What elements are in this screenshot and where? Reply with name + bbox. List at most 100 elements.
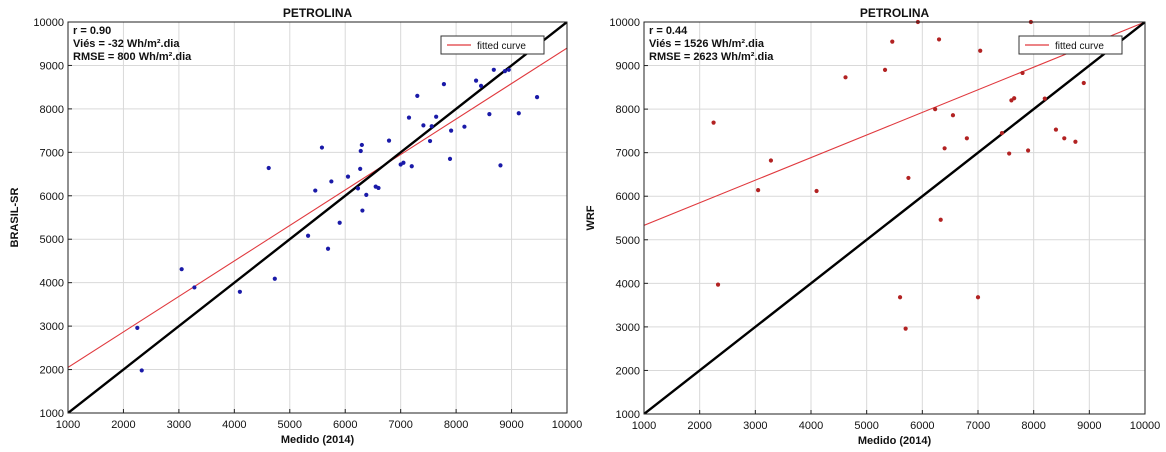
data-point bbox=[358, 148, 363, 154]
data-point bbox=[756, 188, 761, 193]
x-tick-label: 7000 bbox=[966, 420, 990, 432]
data-point bbox=[139, 368, 144, 373]
x-tick-label: 9000 bbox=[499, 419, 523, 431]
y-tick-label: 10000 bbox=[609, 17, 640, 29]
data-point bbox=[491, 67, 496, 72]
data-point bbox=[534, 95, 540, 100]
data-point bbox=[386, 138, 392, 143]
x-tick-label: 1000 bbox=[632, 420, 656, 432]
x-axis-label: Medido (2014) bbox=[858, 435, 932, 447]
stats-annotation: r = 0.90 bbox=[73, 25, 111, 37]
y-tick-label: 8000 bbox=[616, 104, 640, 116]
data-point bbox=[1053, 127, 1059, 132]
data-point bbox=[449, 128, 454, 133]
data-point bbox=[478, 83, 484, 88]
data-point bbox=[506, 67, 511, 72]
data-point bbox=[337, 220, 342, 225]
y-tick-label: 6000 bbox=[40, 191, 64, 203]
data-point bbox=[401, 160, 406, 165]
y-tick-label: 1000 bbox=[616, 409, 640, 421]
data-point bbox=[266, 165, 271, 171]
data-point bbox=[715, 282, 721, 287]
y-tick-label: 9000 bbox=[616, 61, 640, 73]
legend-box bbox=[1018, 35, 1123, 55]
x-tick-label: 3000 bbox=[743, 420, 767, 432]
data-point bbox=[1007, 151, 1012, 156]
x-axis-label: Medido (2014) bbox=[281, 434, 355, 446]
data-point bbox=[376, 185, 381, 191]
legend: fitted curve bbox=[1018, 35, 1123, 55]
data-point bbox=[409, 164, 414, 169]
data-point bbox=[355, 186, 361, 191]
x-tick-label: 5000 bbox=[278, 419, 302, 431]
x-tick-label: 10000 bbox=[552, 419, 583, 431]
y-tick-label: 4000 bbox=[40, 278, 64, 290]
legend: fitted curve bbox=[440, 35, 545, 55]
data-point bbox=[345, 174, 351, 179]
data-point bbox=[364, 192, 369, 198]
data-point bbox=[814, 188, 819, 194]
y-tick-label: 3000 bbox=[616, 322, 640, 334]
data-point bbox=[1062, 136, 1067, 141]
data-point bbox=[1073, 139, 1078, 144]
data-point bbox=[933, 107, 938, 112]
data-point bbox=[434, 114, 439, 119]
x-tick-label: 6000 bbox=[910, 420, 934, 432]
x-tick-label: 8000 bbox=[1021, 420, 1045, 432]
data-point bbox=[950, 113, 956, 118]
data-point bbox=[999, 130, 1005, 136]
chart-title: PETROLINA bbox=[283, 6, 353, 20]
y-tick-label: 2000 bbox=[40, 365, 64, 377]
x-tick-label: 7000 bbox=[388, 419, 412, 431]
data-point bbox=[462, 124, 467, 129]
legend-label: fitted curve bbox=[1055, 41, 1104, 52]
data-point bbox=[938, 217, 943, 222]
fitted-curve-line bbox=[68, 47, 567, 368]
y-tick-label: 4000 bbox=[616, 278, 640, 290]
data-point bbox=[978, 48, 983, 53]
x-tick-label: 4000 bbox=[222, 419, 246, 431]
y-tick-label: 5000 bbox=[616, 235, 640, 247]
data-point bbox=[1081, 80, 1086, 86]
data-point bbox=[487, 112, 492, 117]
data-point bbox=[329, 179, 334, 184]
data-point bbox=[358, 166, 363, 171]
data-point bbox=[906, 175, 911, 181]
chart-panel-1: 1000 2000 3000 4000 5000 6000 7000 8000 9000 1000… bbox=[9, 6, 582, 446]
data-point bbox=[890, 39, 895, 44]
data-point bbox=[272, 276, 277, 281]
identity-line bbox=[644, 22, 1145, 414]
fitted-curve-line bbox=[644, 22, 1145, 226]
data-point bbox=[406, 115, 412, 120]
stats-annotation: Viés = 1526 Wh/m².dia bbox=[649, 38, 765, 50]
y-axis-label: BRASIL-SR bbox=[9, 188, 21, 248]
data-point bbox=[359, 142, 364, 148]
x-tick-label: 1000 bbox=[56, 419, 80, 431]
data-point bbox=[192, 285, 197, 290]
x-tick-label: 6000 bbox=[333, 419, 357, 431]
data-point bbox=[325, 246, 331, 251]
data-point bbox=[498, 163, 503, 168]
data-point bbox=[441, 82, 447, 87]
data-point bbox=[427, 138, 433, 144]
y-tick-label: 7000 bbox=[616, 148, 640, 160]
data-point bbox=[415, 93, 420, 98]
x-tick-label: 4000 bbox=[799, 420, 823, 432]
legend-box bbox=[440, 35, 545, 55]
data-point bbox=[768, 158, 774, 163]
data-point bbox=[447, 156, 453, 161]
y-tick-label: 5000 bbox=[40, 234, 64, 246]
data-point bbox=[313, 188, 318, 193]
x-tick-label: 8000 bbox=[444, 419, 468, 431]
data-point bbox=[429, 124, 434, 129]
y-tick-label: 1000 bbox=[40, 408, 64, 420]
legend-label: fitted curve bbox=[477, 41, 526, 52]
data-point bbox=[1012, 96, 1017, 101]
data-point bbox=[975, 295, 981, 300]
x-tick-label: 2000 bbox=[687, 420, 711, 432]
data-point bbox=[711, 120, 716, 125]
data-point bbox=[179, 267, 184, 272]
data-point bbox=[421, 123, 426, 128]
x-tick-label: 9000 bbox=[1077, 420, 1101, 432]
